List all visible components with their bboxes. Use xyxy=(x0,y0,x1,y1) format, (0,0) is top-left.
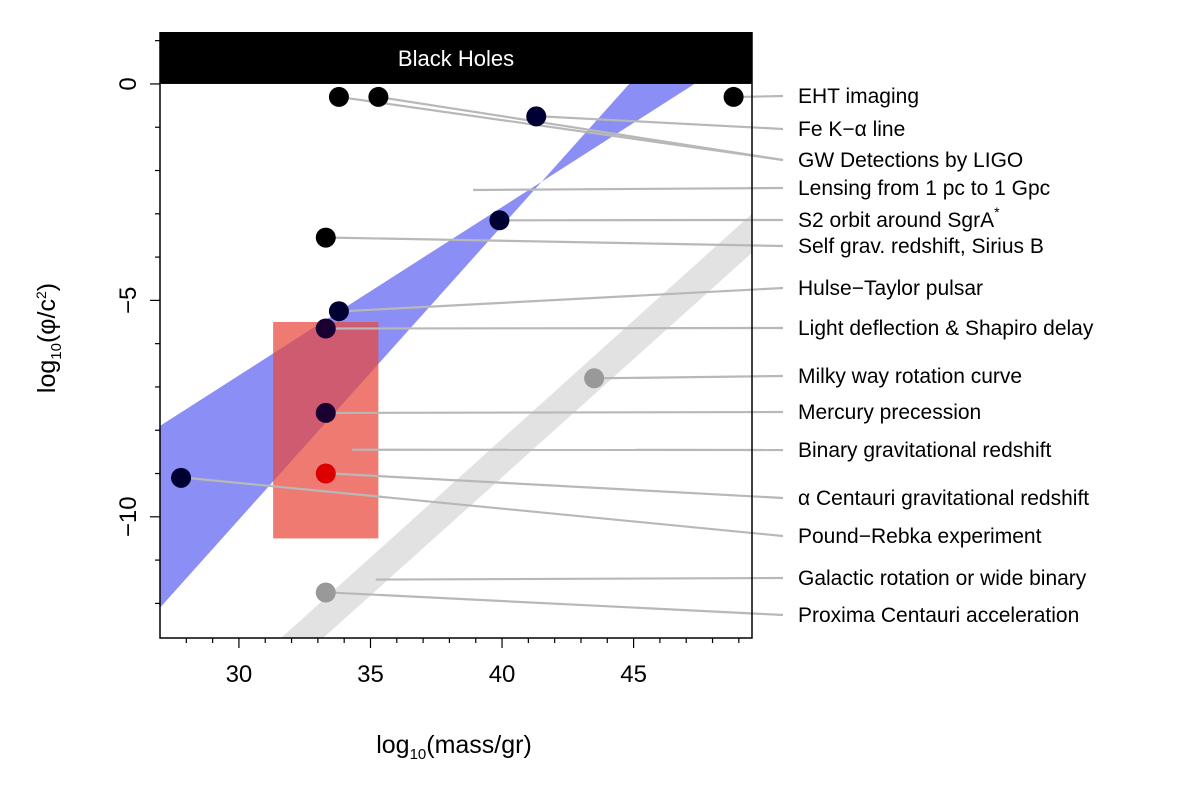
connector-line xyxy=(331,236,784,248)
galactic-rotation-or-wide-binary-region xyxy=(281,213,752,638)
data-point xyxy=(526,106,547,127)
connector-line xyxy=(331,326,784,330)
lensing-from-1-pc-to-1-gpc-region xyxy=(160,32,752,608)
binary-gravitational-redshift-region xyxy=(273,322,379,539)
data-point xyxy=(368,86,389,107)
annotation-label: Pound−Rebka experiment xyxy=(798,525,1042,548)
data-point xyxy=(328,86,349,107)
x-tick-label: 45 xyxy=(620,661,647,688)
data-point xyxy=(584,368,605,389)
x-axis-title: log10(mass/gr) xyxy=(376,731,532,763)
annotation-label: GW Detections by LIGO xyxy=(798,149,1023,172)
annotation-label: Hulse−Taylor pulsar xyxy=(798,277,983,300)
y-tick-label: −5 xyxy=(115,287,142,314)
y-axis-title: log10(φ/c2) xyxy=(33,283,65,393)
connector-line xyxy=(599,374,784,380)
data-point xyxy=(315,582,336,603)
data-point xyxy=(315,227,336,248)
x-tick-label: 30 xyxy=(226,661,253,688)
connector-line xyxy=(541,115,784,131)
annotation-label: Light deflection & Shapiro delay xyxy=(798,317,1094,340)
y-tick-label: −10 xyxy=(115,496,142,537)
black-hole-band xyxy=(160,32,752,84)
connector-line xyxy=(330,591,784,617)
annotation-label: Mercury precession xyxy=(798,401,981,424)
connector-line xyxy=(375,576,784,581)
annotation-label: Galactic rotation or wide binary xyxy=(798,567,1087,590)
y-tick-label: 0 xyxy=(115,77,142,90)
x-tick-label: 35 xyxy=(357,661,384,688)
connector-line xyxy=(738,94,784,99)
data-point xyxy=(489,210,510,231)
annotation-label: Lensing from 1 pc to 1 Gpc xyxy=(798,177,1050,200)
data-point xyxy=(315,402,336,423)
plot-frame xyxy=(159,32,753,639)
connector-line xyxy=(331,410,784,415)
annotation-label: S2 orbit around SgrA* xyxy=(798,204,1000,232)
connector-line xyxy=(330,472,784,500)
connector-line xyxy=(378,95,784,162)
connector-line xyxy=(186,476,784,538)
data-point xyxy=(171,467,192,488)
data-point xyxy=(315,318,336,339)
annotation-superscript: * xyxy=(994,204,1000,220)
data-point xyxy=(723,86,744,107)
annotation-label: Proxima Centauri acceleration xyxy=(798,604,1079,627)
black-hole-band-label: Black Holes xyxy=(398,46,514,71)
annotation-label: Binary gravitational redshift xyxy=(798,439,1051,462)
x-tick-label: 40 xyxy=(489,661,516,688)
connector-line xyxy=(344,286,784,313)
annotation-label: α Centauri gravitational redshift xyxy=(798,487,1089,510)
annotation-label: EHT imaging xyxy=(798,85,919,108)
annotation-label: Fe K−α line xyxy=(798,118,905,141)
connector-line xyxy=(473,186,784,192)
data-point xyxy=(328,301,349,322)
data-point xyxy=(315,463,336,484)
annotation-label: Milky way rotation curve xyxy=(798,365,1022,388)
annotation-label: Self grav. redshift, Sirius B xyxy=(798,235,1044,258)
